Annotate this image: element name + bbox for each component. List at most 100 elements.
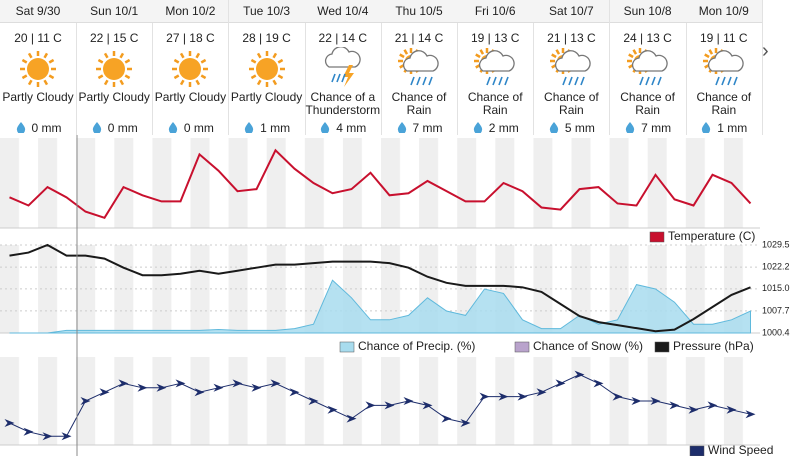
drop-icon [702, 122, 711, 134]
day-condition: Chance of a Thunderstorm [305, 90, 381, 117]
sun [103, 58, 126, 80]
day-precip: 0 mm [76, 121, 152, 135]
raindrop [580, 76, 586, 86]
wind-line [9, 374, 751, 437]
wind-arrow [498, 392, 509, 401]
wind-arrow [707, 401, 718, 410]
sun-ray [551, 53, 558, 59]
day-column: Sun 10/1 22 | 15 C Partly Cloudy 0 mm [76, 0, 154, 135]
day-column: Sun 10/8 24 | 13 C Chance of Rain 7 mm [609, 0, 687, 135]
weather-icon-box [610, 47, 686, 91]
sun-ray [272, 79, 277, 86]
day-date: Tue 10/3 [228, 0, 305, 23]
wind-arrow [99, 388, 110, 397]
drop-icon [397, 122, 406, 134]
precip-amount: 0 mm [107, 121, 138, 135]
wind-arrow [270, 379, 281, 388]
sun-ray [43, 79, 49, 86]
wind-arrow [441, 414, 452, 423]
wind-arrow [460, 419, 471, 427]
raindrop [715, 76, 720, 86]
sun-ray [256, 52, 262, 59]
lightning [342, 65, 354, 87]
wind-arrow [365, 401, 376, 410]
wind-arrow [612, 392, 623, 401]
wind-arrow [574, 370, 585, 379]
wind-arrow [137, 383, 148, 392]
y-tick-label: 1022.2 [762, 261, 790, 271]
weather-icon-box [0, 47, 76, 91]
sun-ray [195, 52, 201, 59]
day-condition: Chance of Rain [544, 90, 599, 117]
day-condition: Partly Cloudy [154, 90, 227, 104]
raindrop [336, 73, 341, 83]
raindrop [727, 76, 732, 86]
cloud [324, 46, 361, 68]
wind-arrow [251, 383, 262, 392]
drop [92, 122, 101, 134]
legend-label: Wind Speed [708, 443, 773, 456]
drop [16, 122, 25, 134]
wind-arrow [650, 397, 661, 405]
weather-icon-box [76, 47, 152, 91]
sun-ray [403, 49, 409, 55]
day-condition: Partly Cloudy [78, 90, 150, 104]
next-arrow[interactable]: › [762, 40, 769, 62]
sun-ray [555, 49, 561, 55]
day-condition: Chance of Rain [467, 90, 523, 117]
sun [255, 58, 278, 80]
sun-ray [180, 52, 185, 59]
legend-swatch [514, 341, 530, 353]
day-temps: 19 | 11 C [700, 31, 748, 45]
day-condition: Chance of Rain [620, 90, 675, 117]
day-date: Thu 10/5 [381, 0, 457, 23]
sun-ray [180, 79, 185, 86]
legend-swatch [649, 231, 665, 243]
wind-arrow [669, 401, 680, 410]
pressure-line [9, 243, 751, 333]
day-column: Mon 10/2 27 | 18 C Partly Cloudy 0 mm [152, 0, 230, 135]
wind-arrow [479, 392, 490, 401]
day-date: Fri 10/6 [457, 0, 534, 23]
day-date: Wed 10/4 [304, 0, 381, 23]
day-precip: 5 mm [533, 121, 609, 135]
raindrop [341, 73, 346, 83]
wind-arrow [631, 397, 642, 405]
weather-icon-box [305, 46, 381, 91]
wind-arrow [4, 419, 15, 427]
weather-icon [324, 46, 361, 87]
raindrop [504, 76, 509, 86]
raindrop [656, 76, 662, 86]
day-temps: 27 | 18 C [166, 31, 215, 45]
weather-icon [96, 51, 133, 87]
weather-icon [172, 51, 209, 87]
wind-arrow [384, 401, 395, 410]
drop-icon [549, 122, 559, 134]
weather-icon-box [152, 47, 228, 91]
day-date: Sun 10/1 [76, 0, 153, 23]
sun-ray [27, 79, 33, 86]
legend-swatch [689, 445, 705, 456]
weather-icon [702, 48, 744, 86]
day-temps: 19 | 13 C [470, 31, 520, 45]
precip-amount: 4 mm [336, 121, 367, 135]
sun-ray [201, 74, 207, 80]
raindrop [416, 76, 421, 86]
drop [321, 122, 330, 134]
raindrop [650, 76, 656, 86]
sun-ray [119, 79, 125, 86]
day-precip: 0 mm [152, 121, 228, 135]
weather-icon-box [457, 47, 533, 91]
raindrop [486, 76, 491, 86]
day-precip: 4 mm [305, 121, 381, 135]
day-precip: 1 mm [686, 121, 762, 135]
drop-icon [244, 122, 254, 134]
drop [625, 122, 635, 134]
sun-ray [124, 74, 131, 80]
sun-ray [97, 58, 104, 64]
day-column: Wed 10/4 22 | 14 C Chance of a Thunderstor… [304, 0, 382, 135]
raindrop [568, 76, 574, 86]
wind-arrow [175, 379, 186, 388]
precip-amount: 7 mm [641, 121, 672, 135]
precip-amount: 0 mm [183, 121, 214, 135]
